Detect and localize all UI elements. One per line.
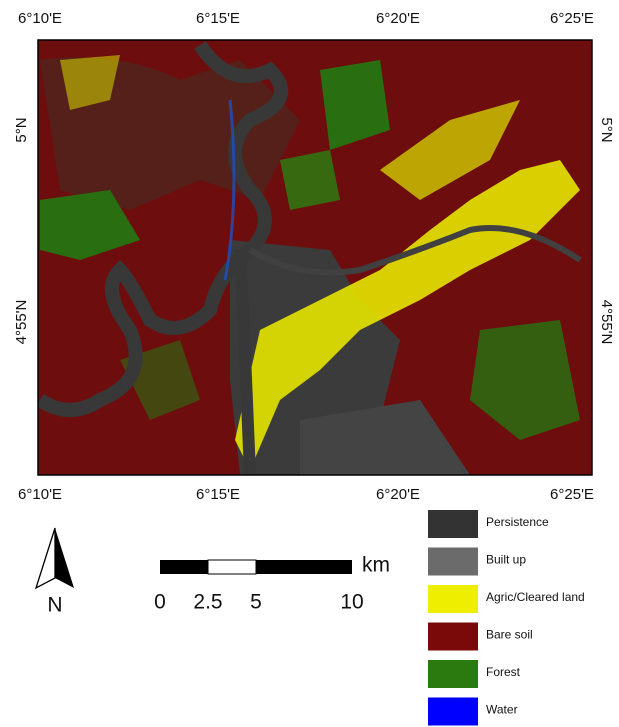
north-arrow	[36, 528, 74, 588]
scale-label: 5	[250, 591, 262, 614]
scale-unit: km	[362, 554, 390, 577]
legend-label: Bare soil	[486, 628, 533, 642]
legend-label: Forest	[486, 665, 521, 679]
legend-label: Agric/Cleared land	[486, 590, 585, 604]
bottom-coord-label: 6°15'E	[196, 486, 240, 503]
bottom-coord-label: 6°10'E	[18, 486, 62, 503]
top-coord-label: 6°10'E	[18, 10, 62, 27]
legend-swatch	[428, 623, 478, 651]
scale-label: 0	[154, 591, 166, 614]
legend-swatch	[428, 698, 478, 726]
legend-label: Built up	[486, 553, 526, 567]
map-page: N km 6°10'E 6°15'E 6°20'E 6°25'E 6°10'E 6°15'…	[0, 0, 619, 727]
top-coord-label: 6°20'E	[376, 10, 420, 27]
legend-label: Water	[486, 703, 518, 717]
legend-swatch	[428, 510, 478, 538]
right-coord-label: 5°N	[598, 117, 615, 142]
top-coord-label: 6°25'E	[550, 10, 594, 27]
scale-label: 2.5	[193, 591, 222, 614]
legend-swatch	[428, 548, 478, 576]
scale-bar	[160, 560, 352, 574]
bottom-coord-label: 6°20'E	[376, 486, 420, 503]
left-coord-label: 4°55'N	[13, 300, 30, 345]
north-label: N	[47, 594, 62, 617]
right-coord-label: 4°55'N	[598, 300, 615, 345]
left-coord-label: 5°N	[13, 117, 30, 142]
legend-label: Persistence	[486, 515, 549, 529]
legend-swatch	[428, 660, 478, 688]
map-image	[38, 40, 592, 475]
scale-label: 10	[340, 591, 363, 614]
bottom-coord-label: 6°25'E	[550, 486, 594, 503]
top-coord-label: 6°15'E	[196, 10, 240, 27]
legend-swatch	[428, 585, 478, 613]
